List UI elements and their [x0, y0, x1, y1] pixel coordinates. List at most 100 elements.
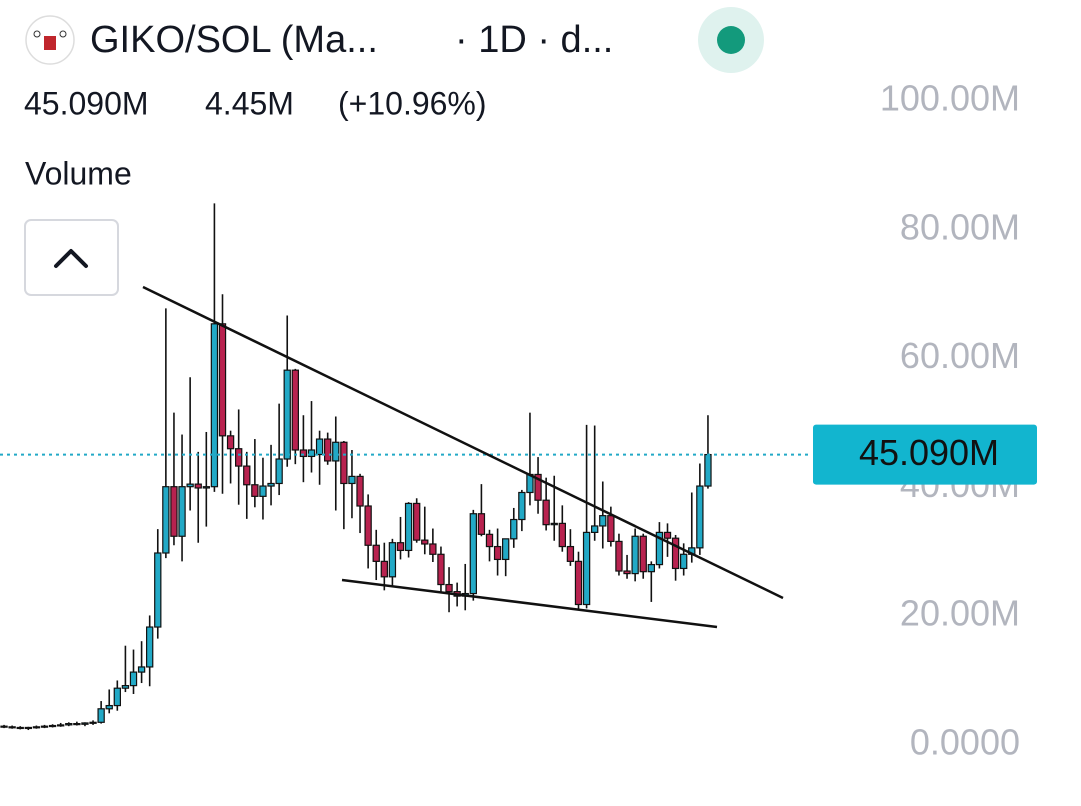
candle-body: [356, 475, 364, 507]
candle-body: [89, 721, 97, 724]
candle-body: [582, 531, 591, 606]
candle-body: [57, 724, 65, 727]
last-price: 45.090M: [24, 85, 149, 121]
candle-body: [647, 563, 655, 573]
candle-body: [599, 515, 607, 527]
y-tick-label: 80.00M: [900, 206, 1020, 247]
candle-body: [639, 535, 647, 573]
candle-body: [364, 505, 372, 546]
last-price-box: [813, 424, 1037, 485]
candle-body: [16, 726, 24, 730]
candle-body: [396, 542, 405, 552]
candle-body: [340, 441, 348, 485]
candle-body: [631, 535, 639, 575]
candle-body: [291, 369, 299, 451]
candle-body: [558, 522, 566, 548]
candle-body: [113, 687, 121, 707]
candle-body: [65, 722, 73, 726]
candle-body: [315, 438, 324, 456]
candle-body: [48, 724, 57, 728]
candle-body: [469, 513, 477, 595]
candle-body: [32, 726, 41, 729]
candle-body: [493, 545, 502, 561]
change-pct: (+10.96%): [338, 85, 487, 121]
candle-body: [680, 553, 688, 570]
title: GIKO/SOL (Ma...: [90, 19, 378, 61]
candle-body: [623, 570, 631, 575]
candle-body: [218, 323, 227, 437]
candle-body: [704, 453, 712, 487]
candle-body: [0, 725, 8, 728]
trend-line: [142, 285, 784, 600]
candle-body: [655, 531, 664, 566]
candle-body: [591, 525, 599, 533]
candle-body: [429, 543, 437, 555]
candle-body: [485, 533, 494, 548]
candle-body: [372, 544, 380, 562]
candle-body: [235, 448, 243, 467]
candle-body: [380, 560, 388, 578]
candle-body: [421, 539, 429, 545]
candle-body: [324, 438, 332, 462]
candle-body: [154, 552, 162, 628]
y-tick-label: 20.00M: [900, 593, 1020, 634]
y-tick-label: 60.00M: [900, 335, 1020, 376]
candle-body: [81, 722, 89, 725]
candle-body: [121, 685, 130, 689]
candle-body: [510, 518, 518, 540]
candle-body: [299, 449, 308, 458]
candle-body: [502, 538, 510, 561]
change: 4.45M: [205, 85, 294, 121]
subtitle: · 1D · d...: [455, 19, 613, 61]
collapse-button[interactable]: [24, 219, 119, 296]
candle-body: [186, 483, 194, 488]
y-tick-label: 0.0000: [910, 721, 1020, 762]
candle-body: [8, 726, 16, 729]
candle-body: [194, 483, 202, 489]
candle-body: [671, 537, 680, 570]
plot: [0, 203, 812, 731]
candle-body: [477, 513, 486, 535]
pane-label: Volume: [25, 155, 132, 191]
candle-body: [574, 560, 583, 606]
candle-body: [243, 465, 251, 486]
candle-body: [170, 486, 178, 537]
candle-body: [267, 482, 275, 487]
candle-body: [445, 583, 453, 593]
candle-body: [518, 491, 526, 521]
candle-body: [437, 553, 445, 586]
status-dot[interactable]: [717, 26, 745, 54]
candle-body: [283, 369, 291, 460]
candle-body: [226, 435, 235, 450]
candle-body: [404, 502, 413, 552]
candle-body: [534, 473, 542, 501]
candle-body: [146, 626, 154, 668]
candle-body: [348, 475, 356, 485]
candle-body: [696, 485, 704, 549]
candle-body: [332, 441, 340, 462]
candle-body: [307, 449, 316, 458]
candle-body: [663, 531, 672, 539]
candle-body: [24, 726, 32, 730]
candle-body: [615, 540, 623, 572]
candle-body: [251, 484, 259, 497]
candle-body: [542, 499, 550, 526]
candle-body: [275, 458, 283, 485]
candle-body: [162, 486, 170, 554]
candle-body: [550, 522, 558, 526]
candle-body: [566, 545, 575, 562]
candle-body: [178, 486, 186, 537]
candle-body: [259, 485, 267, 497]
candle-body: [73, 722, 81, 726]
candle-body: [97, 708, 105, 723]
candle-body: [202, 486, 210, 489]
candle-body: [105, 704, 113, 710]
candle-body: [129, 671, 138, 687]
candle-body: [413, 502, 421, 541]
last-price-label: 45.090M: [859, 432, 999, 473]
candle-body: [607, 515, 615, 543]
candle-body: [40, 725, 49, 728]
candle-body: [388, 542, 397, 578]
